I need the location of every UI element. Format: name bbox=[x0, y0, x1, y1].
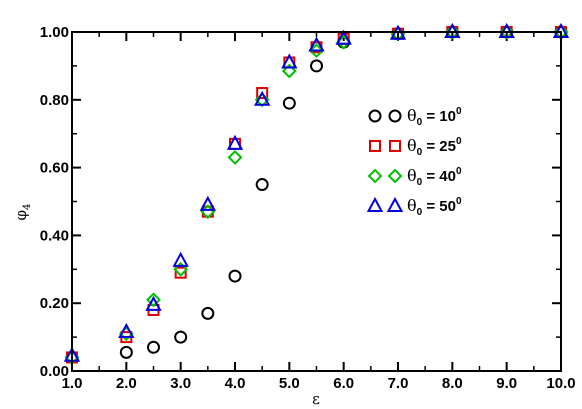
legend-sub: 0 bbox=[417, 147, 423, 158]
legend-marker-triangle bbox=[386, 196, 404, 212]
legend-sup: 0 bbox=[456, 196, 462, 207]
data-point-diamond bbox=[146, 292, 161, 308]
legend-label: θ0 = 400 bbox=[407, 166, 462, 188]
y-tick-label: 0.60 bbox=[40, 160, 69, 177]
data-points bbox=[63, 22, 570, 365]
axis-ticks bbox=[71, 31, 562, 372]
legend-theta: θ bbox=[407, 166, 417, 185]
legend-theta: θ bbox=[407, 106, 417, 125]
data-point-circle bbox=[310, 59, 323, 73]
series-diamond bbox=[64, 24, 569, 365]
legend-theta: θ bbox=[407, 196, 417, 215]
data-point-triangle bbox=[281, 53, 298, 69]
legend-item: θ0 = 250 bbox=[369, 136, 462, 158]
legend-marker-triangle bbox=[366, 196, 384, 212]
legend-item: θ0 = 400 bbox=[367, 166, 462, 188]
data-point-triangle bbox=[172, 251, 189, 267]
data-point-triangle bbox=[145, 295, 162, 311]
legend-marker-circle bbox=[368, 109, 382, 123]
legend-eq: = 10 bbox=[422, 108, 456, 125]
x-tick-label: 5.0 bbox=[279, 375, 300, 392]
legend-label: θ0 = 250 bbox=[407, 136, 462, 158]
data-point-diamond bbox=[173, 261, 189, 277]
data-point-triangle bbox=[118, 322, 135, 339]
data-point-triangle bbox=[253, 90, 271, 106]
data-point-square bbox=[174, 266, 187, 279]
legend-sup: 0 bbox=[456, 166, 462, 177]
y-tick-label: 1.00 bbox=[40, 24, 69, 41]
data-point-circle bbox=[282, 96, 296, 110]
data-point-diamond bbox=[309, 43, 324, 59]
legend-marker-diamond bbox=[387, 168, 403, 184]
legend-marker-circle bbox=[388, 109, 402, 123]
legend-eq: = 25 bbox=[422, 138, 456, 155]
data-point-circle bbox=[147, 340, 160, 354]
y-axis-label: φ4 bbox=[12, 204, 33, 221]
legend-sup: 0 bbox=[456, 106, 462, 117]
x-tick-label: 7.0 bbox=[388, 375, 409, 392]
legend-item: θ0 = 500 bbox=[366, 196, 462, 218]
legend-marker-square bbox=[389, 140, 401, 152]
x-tick-label: 1.0 bbox=[62, 375, 83, 392]
x-tick-label: 9.0 bbox=[496, 375, 517, 392]
x-tick-label: 10.0 bbox=[546, 375, 575, 392]
x-axis-label: ε bbox=[312, 390, 320, 408]
legend-eq: = 40 bbox=[422, 168, 456, 185]
y-tick-label: 0.20 bbox=[40, 295, 69, 312]
data-point-triangle bbox=[308, 36, 325, 52]
y-axis-label-sub: 4 bbox=[22, 204, 33, 210]
legend-theta: θ bbox=[407, 136, 417, 155]
x-tick-label: 2.0 bbox=[116, 375, 137, 392]
data-point-triangle bbox=[199, 195, 217, 211]
data-point-circle bbox=[255, 178, 269, 192]
series-circle bbox=[65, 25, 568, 364]
data-point-triangle bbox=[335, 29, 352, 45]
legend-label: θ0 = 100 bbox=[407, 106, 462, 128]
y-tick-label: 0.80 bbox=[40, 92, 69, 109]
legend-sup: 0 bbox=[456, 136, 462, 147]
y-axis-label-symbol: φ bbox=[12, 210, 30, 221]
legend-eq: = 50 bbox=[422, 198, 456, 215]
legend-sub: 0 bbox=[417, 177, 423, 188]
legend-marker-diamond bbox=[367, 168, 383, 184]
y-tick-label: 0.40 bbox=[40, 227, 69, 244]
data-point-diamond bbox=[281, 63, 297, 79]
data-point-triangle bbox=[226, 134, 244, 150]
x-tick-label: 3.0 bbox=[170, 375, 191, 392]
data-point-circle bbox=[228, 269, 242, 283]
legend-item: θ0 = 100 bbox=[368, 106, 462, 128]
tick-labels: 1.0 2.0 3.0 4.0 5.0 6.0 7.0 8.0 9.0 10.0 0.00 0.20 0… bbox=[40, 24, 576, 392]
legend-sub: 0 bbox=[417, 207, 423, 218]
plot-frame bbox=[71, 31, 562, 372]
x-tick-label: 4.0 bbox=[225, 375, 246, 392]
legend-marker-square bbox=[369, 140, 381, 152]
legend-sub: 0 bbox=[417, 117, 423, 128]
x-tick-label: 6.0 bbox=[333, 375, 354, 392]
data-point-diamond bbox=[227, 150, 243, 165]
data-point-circle bbox=[174, 330, 188, 344]
series-square bbox=[66, 26, 567, 364]
data-point-circle bbox=[119, 345, 133, 359]
x-tick-label: 8.0 bbox=[442, 375, 463, 392]
legend-label: θ0 = 500 bbox=[407, 196, 462, 218]
data-point-square bbox=[256, 87, 269, 100]
y-tick-label: 0.00 bbox=[40, 363, 69, 380]
series-triangle bbox=[63, 22, 570, 362]
data-point-circle bbox=[201, 306, 215, 320]
